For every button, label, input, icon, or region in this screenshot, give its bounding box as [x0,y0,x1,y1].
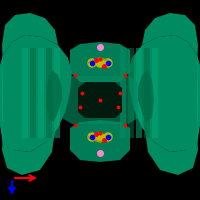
Polygon shape [142,13,198,70]
Polygon shape [138,70,154,122]
Circle shape [104,133,112,141]
Polygon shape [136,48,142,138]
Circle shape [88,133,96,141]
Polygon shape [78,82,122,118]
Polygon shape [0,55,3,145]
Polygon shape [46,70,62,122]
Polygon shape [144,48,150,138]
Polygon shape [152,48,158,138]
Polygon shape [54,48,60,138]
Polygon shape [128,48,134,138]
Polygon shape [70,42,130,84]
Polygon shape [38,48,44,138]
Polygon shape [30,48,36,138]
Circle shape [88,59,96,67]
Polygon shape [197,55,200,145]
Polygon shape [145,130,198,175]
Polygon shape [2,35,72,152]
Polygon shape [120,48,126,138]
Polygon shape [70,120,130,162]
Polygon shape [2,130,55,175]
Polygon shape [128,35,198,152]
Circle shape [104,59,112,67]
Polygon shape [2,13,58,70]
Polygon shape [22,48,28,138]
Polygon shape [46,48,52,138]
Circle shape [96,59,104,67]
Circle shape [96,133,104,141]
Polygon shape [62,76,138,124]
